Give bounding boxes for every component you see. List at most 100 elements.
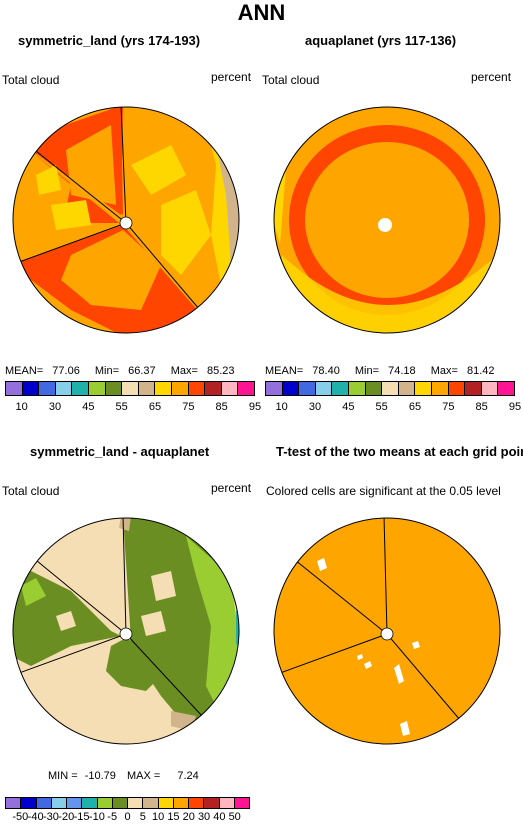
panel2-colorbar-swatch-13 <box>481 382 499 395</box>
panel2-colorbar <box>265 381 515 396</box>
panel1-min-label: Min= <box>94 365 120 377</box>
panel2-colorbar-tick-label: 30 <box>308 401 322 413</box>
panel1-colorbar-swatch-9 <box>155 382 172 395</box>
panel2-title: aquaplanet (yrs 117-136) <box>305 33 457 48</box>
panel1-min-value: 66.37 <box>128 365 156 377</box>
panel1-polar-map <box>12 106 240 334</box>
panel1-colorbar-swatch-0 <box>6 382 23 395</box>
page-title: ANN <box>237 0 286 25</box>
panel1-colorbar-swatch-3 <box>55 382 73 395</box>
panel2-colorbar-swatch-10 <box>431 382 449 395</box>
panel3-colorbar-swatch-11 <box>173 798 189 808</box>
panel3-colorbar-swatch-10 <box>158 798 174 808</box>
panel1-colorbar <box>5 381 255 396</box>
panel3-colorbar-swatch-9 <box>143 798 159 808</box>
panel3-colorbar-swatch-5 <box>82 798 98 808</box>
panel3-max-label: MAX = <box>126 770 161 782</box>
panel4-title: T-test of the two means at each grid poi… <box>276 444 523 459</box>
panel1-colorbar-swatch-6 <box>105 382 123 395</box>
panel3-polar-map <box>12 517 240 745</box>
panel2-colorbar-swatch-14 <box>498 382 514 395</box>
panel3-max-value: 7.24 <box>177 770 199 782</box>
panel1-stats: MEAN= 77.06 Min= 66.37 Max= 85.23 <box>5 365 235 377</box>
panel3-colorbar-tick-label: -15 <box>73 811 90 823</box>
panel3-colorbar-tick-label: -50 <box>12 811 29 823</box>
panel1-colorbar-swatch-13 <box>221 382 239 395</box>
panel2-colorbar-swatch-3 <box>315 382 333 395</box>
panel2-mean-label: MEAN= <box>265 365 304 377</box>
panel1-colorbar-swatch-4 <box>72 382 89 395</box>
panel2-mean-value: 78.40 <box>312 365 340 377</box>
panel2-colorbar-swatch-5 <box>348 382 366 395</box>
panel4-subtitle: Colored cells are significant at the 0.0… <box>266 484 501 498</box>
panel3-colorbar-swatch-12 <box>189 798 205 808</box>
panel3-colorbar-tick-label: -10 <box>88 811 105 823</box>
panel3-colorbar-tick-label: -40 <box>27 811 44 823</box>
panel1-colorbar-swatch-14 <box>238 382 254 395</box>
panel3-colorbar-swatch-1 <box>21 798 37 808</box>
panel1-colorbar-tick-label: 75 <box>182 401 195 413</box>
panel3-colorbar-swatch-14 <box>219 798 235 808</box>
panel3-colorbar-tick-label: -5 <box>107 811 118 823</box>
panel1-left-label: Total cloud <box>2 73 60 87</box>
panel3-colorbar-swatch-2 <box>36 798 52 808</box>
panel2-colorbar-swatch-2 <box>299 382 316 395</box>
panel2-right-label: percent <box>471 70 512 84</box>
panel1-title: symmetric_land (yrs 174-193) <box>18 33 201 48</box>
panel2-colorbar-swatch-9 <box>415 382 432 395</box>
panel2-stats: MEAN= 78.40 Min= 74.18 Max= 81.42 <box>265 365 495 377</box>
panel3-colorbar-swatch-13 <box>204 798 220 808</box>
panel3-colorbar-tick-label: 5 <box>139 811 146 823</box>
panel2-colorbar-swatch-8 <box>398 382 416 395</box>
panel3-colorbar-swatch-6 <box>97 798 113 808</box>
panel3-colorbar-tick-label: 20 <box>182 811 195 823</box>
panel3-colorbar-swatch-8 <box>128 798 144 808</box>
panel1-colorbar-tick-label: 95 <box>248 401 262 413</box>
panel2-colorbar-swatch-0 <box>266 382 283 395</box>
panel3-colorbar-tick-label: 30 <box>197 811 211 823</box>
panel3-min-value: -10.79 <box>84 770 116 782</box>
panel1-colorbar-swatch-5 <box>88 382 106 395</box>
panel1-colorbar-tick-label: 55 <box>115 401 128 413</box>
panel1-max-value: 85.23 <box>206 365 235 377</box>
panel2-colorbar-swatch-12 <box>465 382 482 395</box>
panel2-colorbar-tick-label: 10 <box>275 401 288 413</box>
panel3-colorbar-tick-label: -30 <box>42 811 59 823</box>
panel3-stats: MIN = -10.79 MAX = 7.24 <box>48 770 199 782</box>
panel2-colorbar-swatch-11 <box>448 382 466 395</box>
panel3-left-label: Total cloud <box>2 484 60 498</box>
panel1-colorbar-swatch-11 <box>188 382 206 395</box>
panel1-colorbar-swatch-2 <box>39 382 56 395</box>
panel2-colorbar-swatch-7 <box>382 382 399 395</box>
panel2-colorbar-tick-label: 65 <box>408 401 422 413</box>
panel2-min-label: Min= <box>354 365 380 377</box>
panel3-colorbar-tick-label: 0 <box>124 811 131 823</box>
panel3-colorbar-swatch-4 <box>67 798 83 808</box>
panel1-colorbar-tick-label: 10 <box>15 401 28 413</box>
panel1-colorbar-swatch-12 <box>205 382 222 395</box>
panel3-colorbar-tick-label: 50 <box>228 811 241 823</box>
panel2-colorbar-swatch-6 <box>365 382 383 395</box>
panel1-colorbar-swatch-7 <box>122 382 139 395</box>
panel1-colorbar-tick-label: 65 <box>148 401 162 413</box>
panel2-colorbar-tick-label: 95 <box>508 401 522 413</box>
panel2-max-value: 81.42 <box>466 365 495 377</box>
panel3-right-label: percent <box>211 481 252 495</box>
panel1-right-label: percent <box>211 70 252 84</box>
panel2-colorbar-tick-label: 45 <box>342 401 355 413</box>
panel2-colorbar-tick-label: 75 <box>442 401 455 413</box>
panel3-colorbar-tick-label: 10 <box>152 811 165 823</box>
panel4-polar-map <box>273 517 501 745</box>
panel2-colorbar-swatch-4 <box>332 382 349 395</box>
panel3-colorbar-swatch-0 <box>6 798 22 808</box>
panel3-colorbar-tick-label: 40 <box>213 811 226 823</box>
panel1-colorbar-swatch-1 <box>22 382 40 395</box>
panel1-mean-label: MEAN= <box>5 365 44 377</box>
panel3-colorbar <box>5 797 250 809</box>
panel3-colorbar-swatch-15 <box>234 798 249 808</box>
panel1-mean-value: 77.06 <box>52 365 80 377</box>
panel1-colorbar-tick-label: 85 <box>215 401 228 413</box>
panel1-colorbar-tick-label: 45 <box>82 401 95 413</box>
panel2-colorbar-tick-label: 85 <box>475 401 488 413</box>
panel1-max-label: Max= <box>170 365 198 377</box>
